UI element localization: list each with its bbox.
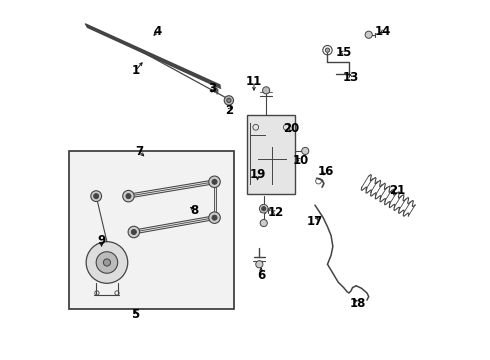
Circle shape	[122, 190, 134, 202]
Bar	[247, 116, 295, 194]
Circle shape	[256, 261, 263, 268]
Circle shape	[224, 96, 234, 105]
Circle shape	[209, 212, 221, 224]
Text: 7: 7	[135, 145, 143, 158]
Circle shape	[263, 87, 270, 94]
Circle shape	[128, 226, 140, 238]
Text: 17: 17	[307, 215, 323, 228]
Text: 18: 18	[350, 297, 366, 310]
Text: 16: 16	[318, 165, 334, 177]
Circle shape	[103, 259, 111, 266]
Circle shape	[209, 176, 221, 188]
Text: 1: 1	[131, 64, 140, 77]
Circle shape	[86, 242, 128, 283]
Text: 8: 8	[191, 204, 199, 217]
Circle shape	[259, 204, 268, 213]
Text: 13: 13	[343, 71, 359, 84]
Text: 14: 14	[375, 25, 391, 38]
Text: 12: 12	[268, 206, 284, 219]
Circle shape	[96, 252, 118, 273]
Text: 15: 15	[336, 46, 352, 59]
Text: 4: 4	[153, 25, 161, 38]
Circle shape	[325, 48, 330, 52]
Circle shape	[212, 215, 217, 220]
Circle shape	[365, 31, 372, 39]
Text: 2: 2	[225, 104, 233, 117]
Circle shape	[262, 207, 266, 211]
Circle shape	[91, 191, 101, 202]
Bar	[69, 151, 234, 309]
Text: 5: 5	[131, 308, 140, 321]
Circle shape	[126, 194, 131, 199]
Circle shape	[260, 220, 268, 226]
Text: 3: 3	[209, 82, 217, 95]
Text: 19: 19	[249, 168, 266, 181]
Text: 21: 21	[389, 184, 406, 197]
Text: 20: 20	[284, 122, 300, 135]
Circle shape	[131, 229, 136, 234]
Circle shape	[302, 147, 309, 154]
Text: 10: 10	[293, 154, 309, 167]
Circle shape	[94, 194, 98, 199]
Text: 11: 11	[246, 75, 262, 88]
Text: 9: 9	[98, 234, 106, 247]
Circle shape	[227, 98, 231, 103]
Text: 6: 6	[257, 269, 265, 282]
Circle shape	[212, 179, 217, 184]
